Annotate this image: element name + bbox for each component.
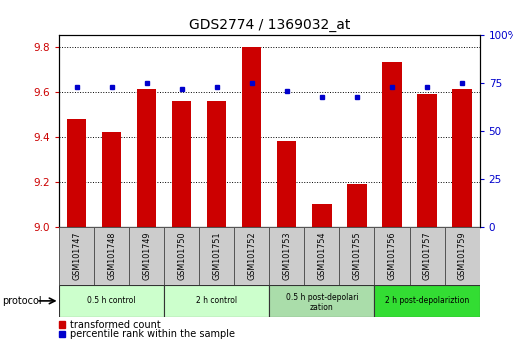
Bar — [374, 227, 409, 285]
Bar — [418, 94, 437, 227]
Bar — [269, 227, 304, 285]
Text: protocol: protocol — [3, 296, 42, 306]
Bar — [137, 89, 156, 227]
Bar — [67, 119, 86, 227]
Bar — [312, 204, 331, 227]
Bar — [234, 227, 269, 285]
Text: 2 h control: 2 h control — [196, 296, 238, 306]
Bar — [172, 101, 191, 227]
Bar — [59, 285, 164, 317]
Text: transformed count: transformed count — [70, 320, 161, 330]
Bar — [374, 285, 480, 317]
Bar — [164, 285, 269, 317]
Bar — [445, 227, 480, 285]
Bar — [409, 227, 445, 285]
Bar — [452, 89, 472, 227]
Bar — [102, 132, 121, 227]
Text: GSM101752: GSM101752 — [247, 232, 256, 280]
Text: GSM101756: GSM101756 — [387, 232, 397, 280]
Bar — [59, 227, 94, 285]
Text: 0.5 h post-depolari: 0.5 h post-depolari — [286, 292, 358, 302]
Bar — [94, 227, 129, 285]
Title: GDS2774 / 1369032_at: GDS2774 / 1369032_at — [189, 18, 350, 32]
Bar — [207, 101, 226, 227]
Bar — [129, 227, 164, 285]
Text: GSM101759: GSM101759 — [458, 232, 467, 280]
Text: 0.5 h control: 0.5 h control — [87, 296, 136, 306]
Text: 2 h post-depolariztion: 2 h post-depolariztion — [385, 296, 469, 306]
Text: GSM101751: GSM101751 — [212, 232, 221, 280]
Bar — [277, 141, 297, 227]
Bar — [340, 227, 374, 285]
Text: GSM101754: GSM101754 — [318, 232, 326, 280]
Text: GSM101748: GSM101748 — [107, 232, 116, 280]
Bar — [382, 62, 402, 227]
Text: GSM101755: GSM101755 — [352, 232, 362, 280]
Bar — [269, 285, 374, 317]
Bar — [199, 227, 234, 285]
Text: GSM101757: GSM101757 — [423, 232, 431, 280]
Bar — [347, 184, 367, 227]
Text: GSM101749: GSM101749 — [142, 232, 151, 280]
Text: GSM101747: GSM101747 — [72, 232, 81, 280]
Text: percentile rank within the sample: percentile rank within the sample — [70, 329, 235, 339]
Bar — [242, 47, 262, 227]
Bar — [304, 227, 340, 285]
Text: GSM101750: GSM101750 — [177, 232, 186, 280]
Text: GSM101753: GSM101753 — [282, 232, 291, 280]
Text: zation: zation — [310, 303, 334, 313]
Bar — [164, 227, 199, 285]
